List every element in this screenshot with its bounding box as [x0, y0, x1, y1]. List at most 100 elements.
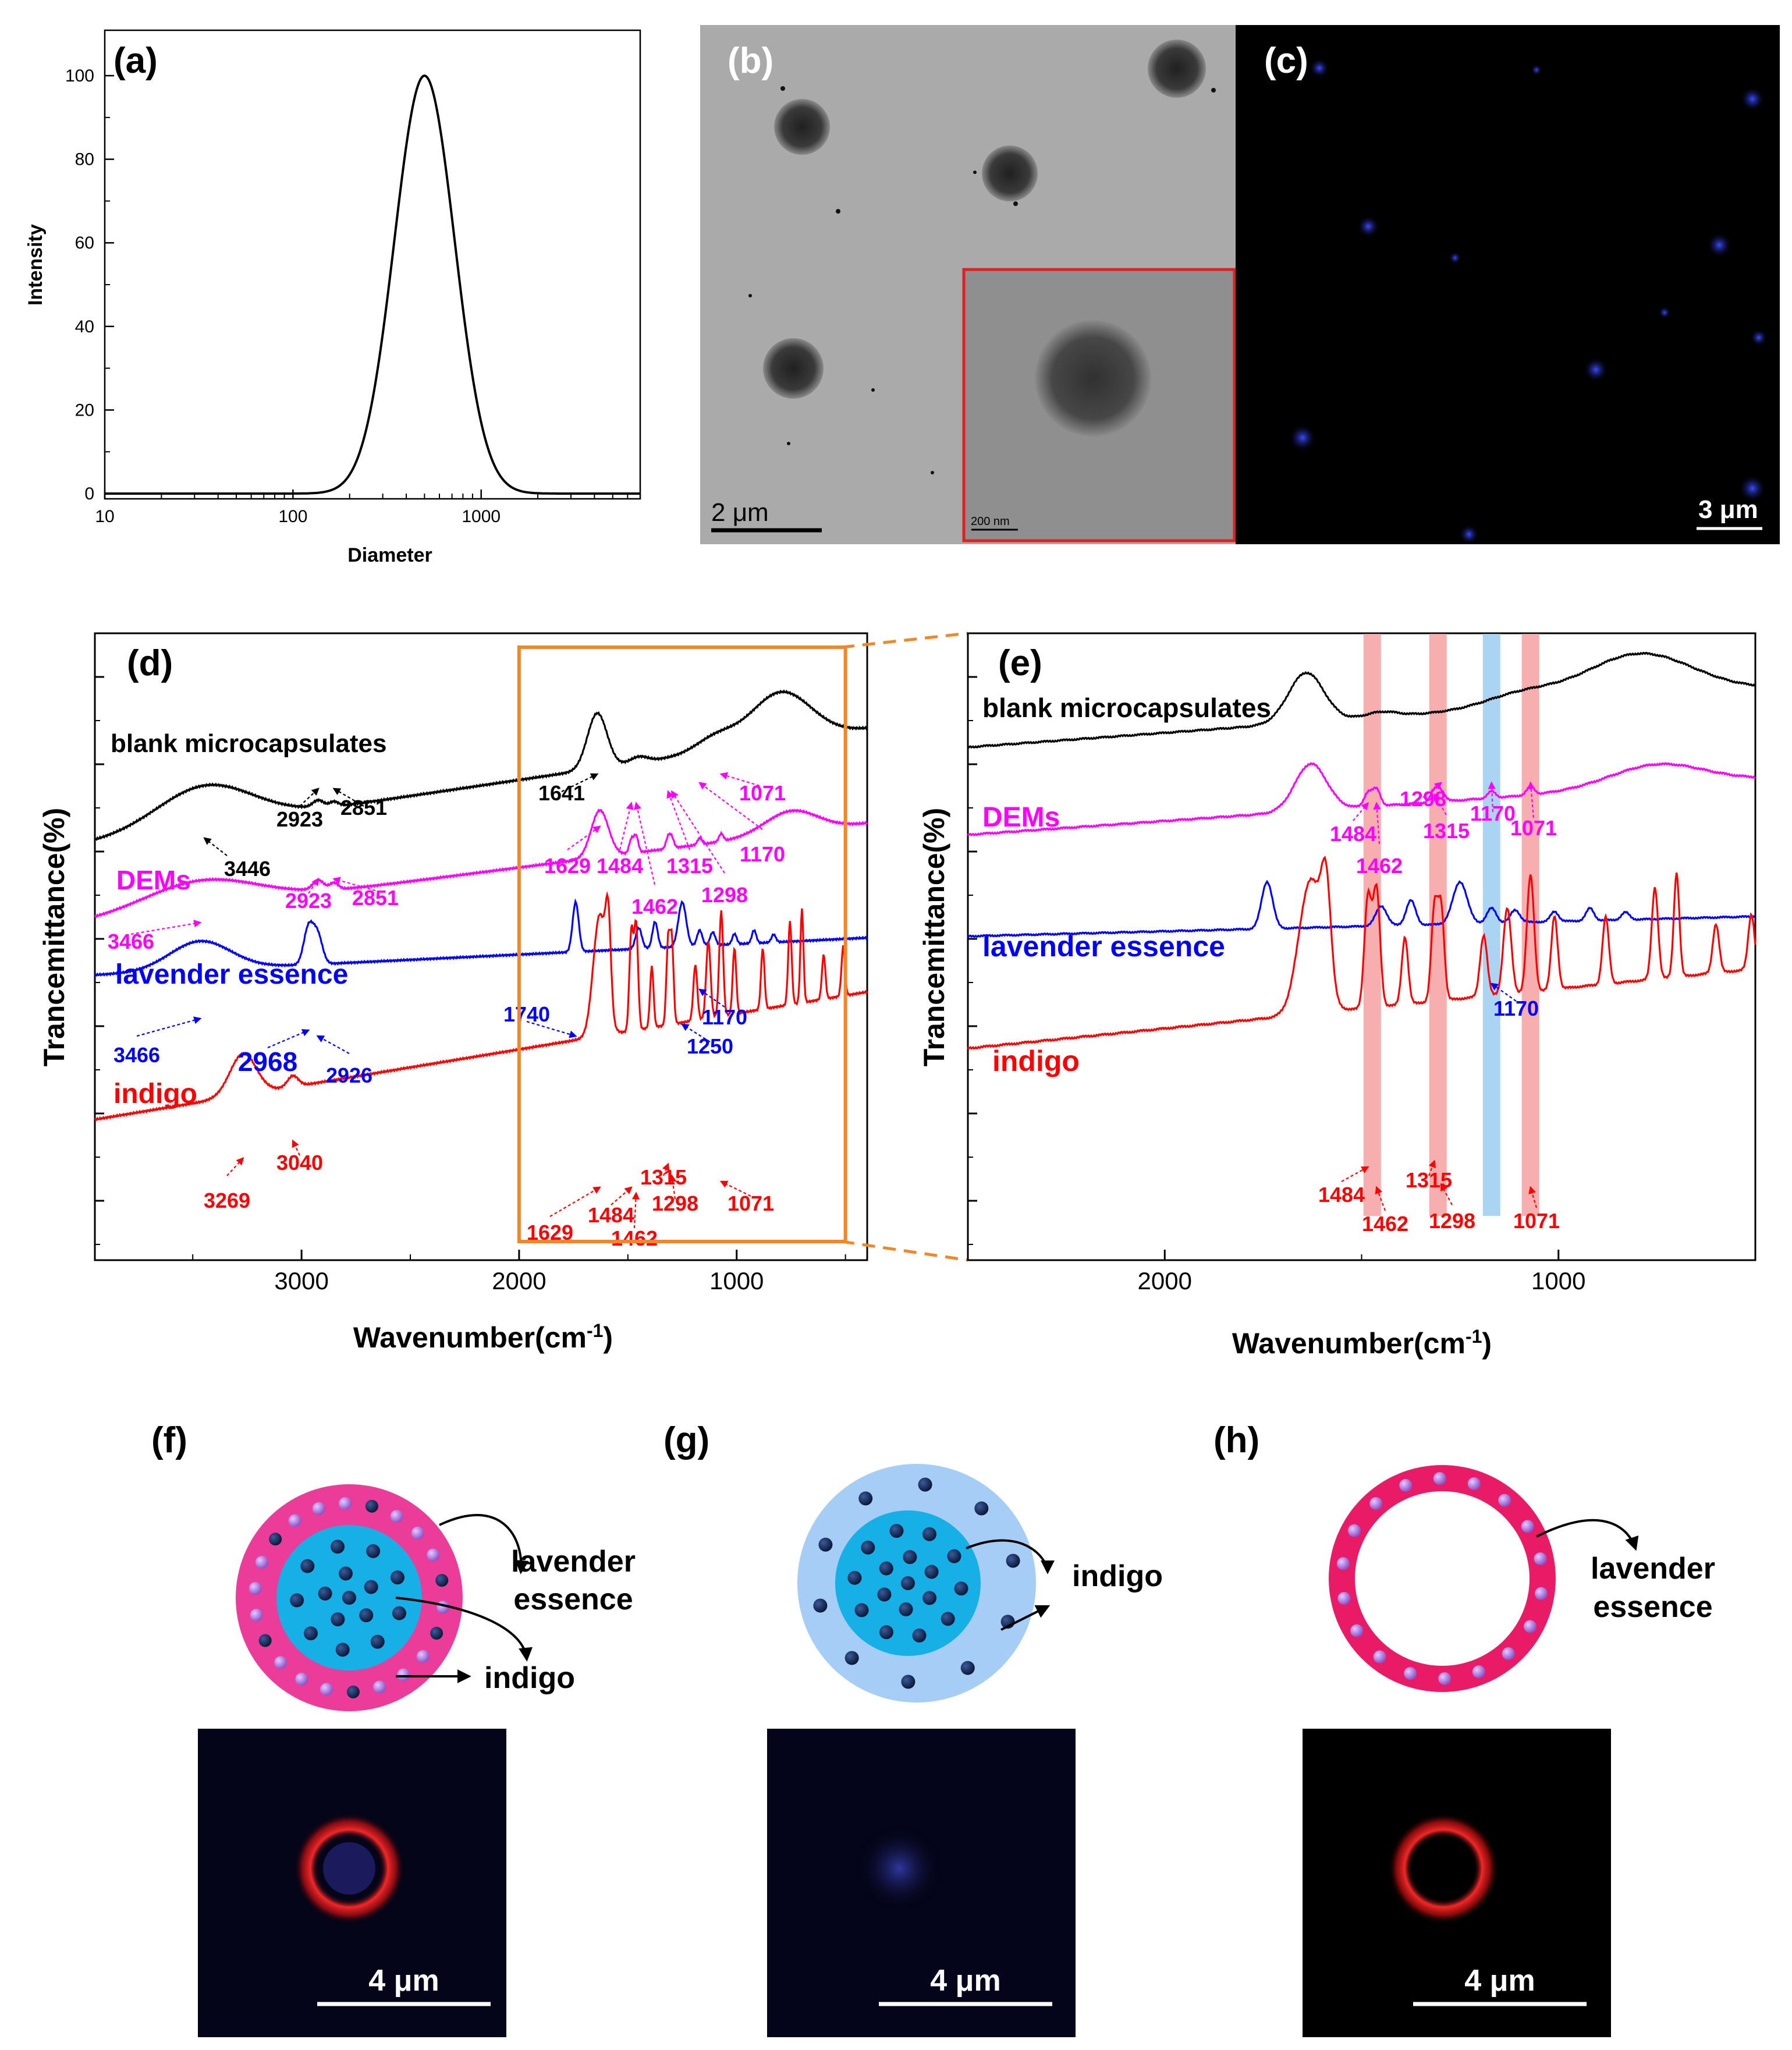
indigo-particle: [359, 1608, 374, 1623]
series-label-dems-e: DEMs: [982, 802, 1060, 833]
peak-label: 2923: [285, 889, 332, 913]
panel-a-frame: [104, 29, 641, 500]
peak-label: 1484: [1330, 822, 1376, 846]
lavender-particle: [250, 1608, 263, 1622]
indigo-particle: [303, 1626, 318, 1641]
peak-label: 2851: [352, 886, 399, 910]
indigo-particle: [331, 1612, 345, 1627]
peak-label: 1629: [544, 854, 591, 878]
peak-label: 2968: [238, 1047, 297, 1077]
peak-label: 1298: [652, 1191, 698, 1215]
peak-label: 1250: [687, 1034, 733, 1058]
lavender-particle: [1337, 1592, 1351, 1605]
indigo-particle: [290, 1593, 304, 1608]
peak-label: 1170: [1470, 801, 1516, 825]
indigo-particle: [331, 1540, 345, 1554]
indigo-particle: [392, 1606, 406, 1620]
tem-particle: [982, 146, 1038, 201]
highlight-band: [1482, 634, 1500, 1216]
peak-label: 1462: [611, 1226, 658, 1250]
peak-label: 1484: [1318, 1183, 1365, 1207]
lavender-particle: [416, 1650, 430, 1663]
lavender-particle: [312, 1502, 325, 1515]
arrow-to-indigo-g2: [1000, 1605, 1051, 1631]
peak-arrow: [1433, 793, 1447, 815]
series-label-blank: blank microcapsulates: [111, 729, 386, 758]
peak-arrow: [619, 801, 634, 850]
peak-label: 1170: [702, 1005, 747, 1029]
peak-label: 2923: [276, 807, 323, 831]
indigo-particle: [954, 1581, 968, 1596]
spectrum-dems: [94, 808, 868, 918]
lavender-particle: [288, 1514, 301, 1527]
peak-arrow: [1527, 781, 1535, 818]
peak-label: 3466: [108, 930, 154, 953]
arrow-to-lavender: [439, 1513, 529, 1574]
a-ytick-label: 80: [75, 150, 94, 169]
peak-label: 1170: [740, 842, 785, 866]
indigo-particle: [877, 1587, 892, 1602]
axis-label-transmittance-d: Trancemittance(%): [38, 808, 70, 1067]
panel-c-fluorescence-image: 3 μm (c): [1236, 25, 1780, 544]
indigo-particle: [269, 1533, 282, 1546]
indigo-particle: [300, 1559, 315, 1573]
panel-label-f: (f): [151, 1420, 187, 1460]
indigo-particle: [918, 1477, 932, 1492]
e-xtick-label: 1000: [1531, 1267, 1585, 1294]
panel-label-a: (a): [113, 41, 158, 81]
lavender-particle: [1369, 1496, 1383, 1510]
panel-label-g: (g): [663, 1420, 709, 1460]
fluorescence-scale-label: 3 μm: [1698, 495, 1758, 524]
peak-label: 1462: [1362, 1212, 1408, 1236]
peak-arrow: [1375, 1186, 1386, 1211]
indigo-particle: [912, 1628, 927, 1643]
axis-label-transmittance-e: Trancemittance(%): [918, 808, 950, 1067]
indigo-particle: [858, 1491, 873, 1506]
indigo-particle: [901, 1576, 915, 1590]
arrow-to-indigo-core: [395, 1597, 533, 1662]
lavender-particle: [1498, 1494, 1511, 1507]
indigo-particle: [924, 1565, 939, 1579]
peak-arrow: [203, 837, 228, 856]
label-indigo-g: indigo: [1072, 1559, 1163, 1593]
peak-arrow: [1422, 782, 1443, 798]
lavender-particle: [1373, 1650, 1386, 1664]
lavender-particle: [1535, 1587, 1548, 1600]
axis-label-wavenumber-e: Wavenumber(cm-1): [1232, 1326, 1492, 1360]
peak-label: 1298: [701, 883, 748, 907]
indigo-particle: [366, 1544, 381, 1558]
panel-a-size-distribution: 0 20 40 60 80 100 10 100 1000 (a) Intensity Dia…: [24, 29, 641, 566]
peak-arrow: [567, 825, 601, 850]
peak-arrow: [526, 1020, 577, 1038]
peak-arrow: [719, 1180, 751, 1197]
spectrum-indigo: [94, 891, 868, 1122]
lavender-particle: [339, 1497, 352, 1510]
peak-arrow: [1428, 1159, 1436, 1176]
lavender-particle: [1524, 1620, 1537, 1633]
panel-h-schematic: (h) lavender essence: [1213, 1420, 1715, 1692]
tem-inset-particle: [1035, 320, 1151, 437]
d-xtick-label: 2000: [492, 1267, 546, 1294]
hollow-core: [1355, 1491, 1530, 1666]
lavender-particle: [1521, 1520, 1534, 1533]
peak-arrow: [662, 1162, 670, 1176]
lavender-particle: [427, 1548, 440, 1562]
peak-label: 1071: [1510, 816, 1557, 840]
indigo-particle: [960, 1661, 975, 1675]
inset-scale-label: 200 nm: [971, 515, 1010, 528]
micrograph-g-particle: [856, 1825, 943, 1912]
indigo-particle: [1006, 1554, 1020, 1568]
indigo-particle: [861, 1540, 875, 1555]
indigo-particle: [346, 1685, 360, 1698]
lavender-particle: [390, 1510, 403, 1523]
peak-arrow: [332, 788, 364, 807]
indigo-particle: [847, 1570, 862, 1585]
indigo-particle: [899, 1602, 913, 1616]
spectrum-blank: [94, 689, 868, 841]
micrograph-g-scale-label: 4 μm: [930, 1964, 1000, 1998]
indigo-particle: [430, 1626, 443, 1640]
axis-label-intensity: Intensity: [24, 224, 47, 306]
peak-label: 3466: [113, 1043, 160, 1067]
lavender-particle: [274, 1656, 288, 1669]
